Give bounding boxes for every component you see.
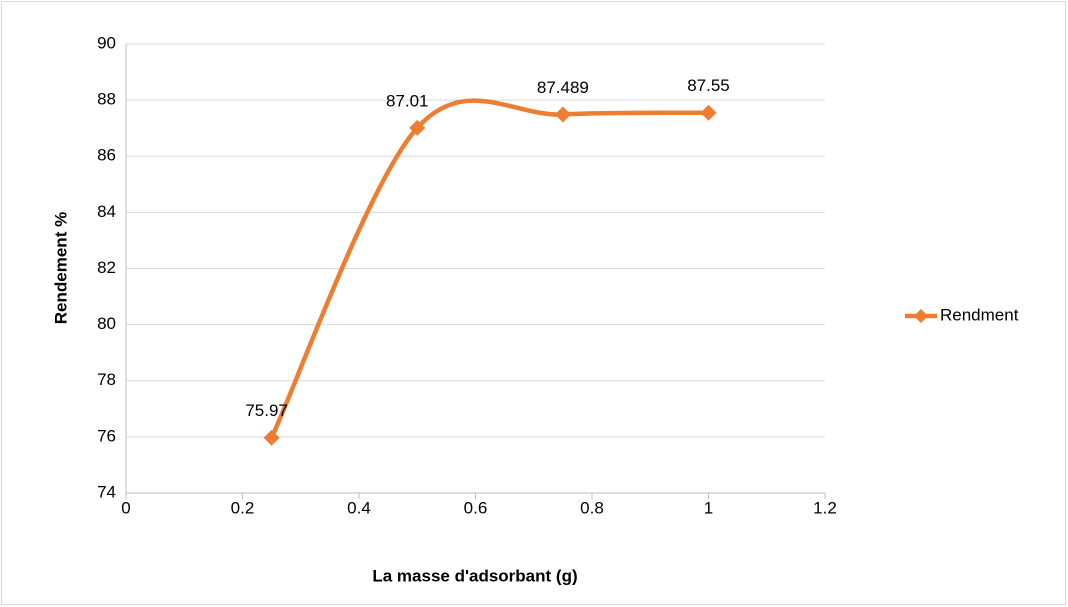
y-tick-label: 74 bbox=[97, 482, 116, 501]
x-tick-label: 0 bbox=[121, 498, 130, 517]
data-label: 87.01 bbox=[386, 91, 429, 110]
x-tick-label: 0.6 bbox=[464, 498, 488, 517]
series-line bbox=[269, 98, 711, 440]
legend-label: Rendment bbox=[940, 305, 1019, 324]
marker bbox=[700, 104, 717, 121]
x-tick-label: 0.8 bbox=[580, 498, 604, 517]
y-tick-label: 82 bbox=[97, 258, 116, 277]
marker bbox=[263, 429, 280, 446]
y-tick-label: 80 bbox=[97, 314, 116, 333]
y-tick-label: 86 bbox=[97, 146, 116, 165]
legend-marker bbox=[914, 309, 928, 323]
marker bbox=[409, 119, 426, 136]
y-tick-label: 90 bbox=[97, 33, 116, 52]
y-tick-label: 84 bbox=[97, 202, 116, 221]
y-tick-label: 78 bbox=[97, 370, 116, 389]
x-tick-label: 0.4 bbox=[347, 498, 371, 517]
x-tick-label: 0.2 bbox=[231, 498, 255, 517]
data-label: 75.97 bbox=[245, 401, 288, 420]
marker bbox=[554, 106, 571, 123]
x-tick-label: 1 bbox=[704, 498, 713, 517]
data-label: 87.489 bbox=[537, 78, 589, 97]
y-axis-title: Rendement % bbox=[51, 212, 70, 324]
y-tick-label: 88 bbox=[97, 90, 116, 109]
data-label: 87.55 bbox=[687, 76, 730, 95]
y-tick-label: 76 bbox=[97, 426, 116, 445]
x-tick-label: 1.2 bbox=[813, 498, 837, 517]
x-axis-title: La masse d'adsorbant (g) bbox=[372, 566, 577, 585]
